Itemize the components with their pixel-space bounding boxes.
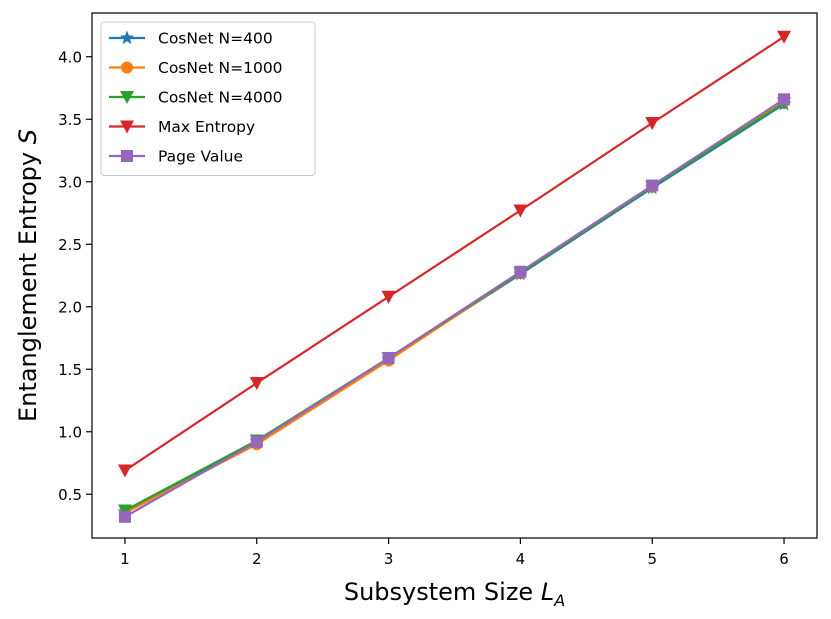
data-point: [117, 464, 132, 478]
y-tick-label: 4.0: [58, 48, 82, 66]
legend-entry: CosNet N=1000: [109, 59, 283, 77]
series-line: [124, 98, 785, 518]
data-point: [777, 30, 792, 44]
legend-entry: CosNet N=4000: [109, 89, 283, 107]
legend-marker: [121, 61, 133, 74]
x-tick-label: 4: [516, 550, 526, 568]
data-point: [514, 265, 527, 278]
legend-entry: CosNet N=400: [109, 30, 273, 48]
series-4: [118, 93, 791, 523]
data-point: [513, 204, 528, 218]
plot-area: [117, 30, 792, 523]
data-point: [250, 435, 263, 448]
data-point: [249, 377, 264, 390]
y-tick-label: 2.0: [58, 298, 82, 316]
data-point: [778, 93, 791, 106]
x-axis-label: Subsystem Size LA: [344, 578, 565, 610]
data-point: [646, 179, 659, 192]
legend-label: CosNet N=1000: [158, 59, 283, 77]
legend-marker: [121, 150, 133, 162]
legend-label: CosNet N=4000: [158, 89, 283, 107]
legend-label: Max Entropy: [158, 118, 255, 136]
data-point: [381, 290, 396, 304]
legend-entry: Max Entropy: [109, 118, 255, 136]
y-tick-label: 0.5: [58, 486, 82, 504]
x-tick-label: 5: [647, 550, 657, 568]
axes: 1 2 3 4 5 6 0.5 1.0 1.5 2.0 2.5 3.0 3.5 4.0: [58, 12, 818, 568]
legend: CosNet N=400 CosNet N=1000 CosNet N=4000 Ma…: [100, 21, 316, 176]
y-axis-label: Entanglement Entropy S: [14, 129, 42, 422]
y-tick-label: 3.5: [58, 111, 82, 129]
x-tick-label: 6: [779, 550, 789, 568]
x-tick-label: 1: [120, 550, 130, 568]
legend-label: CosNet N=400: [158, 30, 273, 48]
y-tick-label: 1.0: [58, 423, 82, 441]
legend-box: [100, 21, 316, 176]
data-point: [382, 352, 395, 364]
y-tick-label: 1.5: [58, 361, 82, 379]
legend-marker: [120, 120, 134, 134]
y-tick-label: 3.0: [58, 173, 82, 191]
y-tick-label: 2.5: [58, 236, 82, 254]
data-point: [118, 510, 131, 523]
x-tick-label: 2: [252, 550, 262, 568]
legend-marker: [119, 30, 135, 45]
legend-marker: [120, 91, 134, 104]
legend-entry: Page Value: [109, 148, 243, 166]
legend-label: Page Value: [158, 148, 243, 166]
series-line: [124, 35, 785, 472]
plot-frame: [91, 12, 818, 539]
data-point: [645, 117, 660, 130]
x-tick-label: 3: [384, 550, 394, 568]
series-3: [117, 30, 792, 478]
